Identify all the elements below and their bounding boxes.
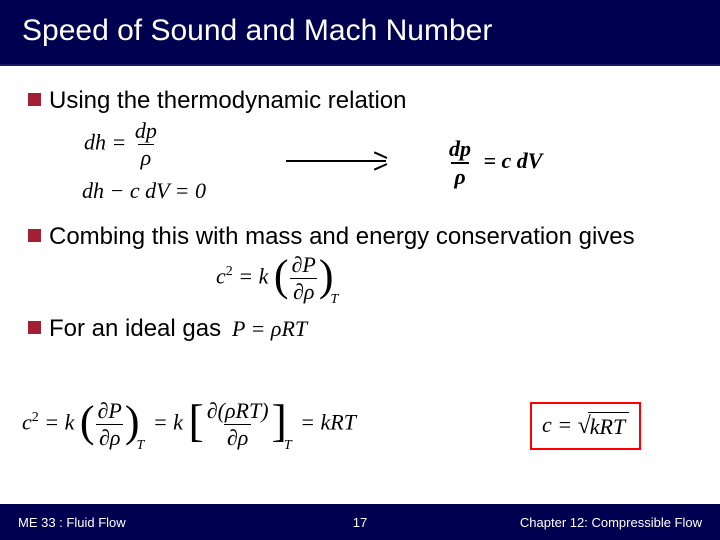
bullet-2: Combing this with mass and energy conser…: [28, 222, 692, 252]
eq-sub: T: [137, 438, 145, 453]
bullet-square-icon: [28, 229, 41, 242]
bullet-2-text: Combing this with mass and energy conser…: [49, 222, 635, 252]
bullet-1: Using the thermodynamic relation: [28, 86, 692, 116]
eq-dprho-cdv: dp ρ = c dV: [446, 138, 542, 188]
eq-text: = kRT: [300, 410, 356, 435]
title-bar: Speed of Sound and Mach Number: [0, 0, 720, 66]
eq-text: = k: [44, 410, 74, 435]
eq-num: dp: [446, 138, 474, 162]
bullet-3-text: For an ideal gas: [49, 314, 221, 344]
eq-text: c =: [542, 412, 572, 437]
eq-num: ∂(ρRT): [204, 400, 272, 424]
footer-bar: ME 33 : Fluid Flow 17 Chapter 12: Compre…: [0, 504, 720, 540]
eq-c-sqrt-kRT-boxed: c = √ kRT: [530, 402, 641, 450]
footer-right: Chapter 12: Compressible Flow: [520, 515, 702, 530]
footer-left: ME 33 : Fluid Flow: [18, 515, 126, 530]
eq-c2-expansion: c2 = k ( ∂P ∂ρ )T = k [ ∂(ρRT) ∂ρ ]T = k…: [22, 400, 356, 449]
bullet-square-icon: [28, 93, 41, 106]
highlight-box: c = √ kRT: [530, 402, 641, 450]
eq-text: = k: [153, 410, 183, 435]
eq-sub: T: [284, 438, 292, 453]
equation-area-4: c2 = k ( ∂P ∂ρ )T = k [ ∂(ρRT) ∂ρ ]T = k…: [22, 398, 692, 458]
bullet-square-icon: [28, 321, 41, 334]
eq-den: ∂ρ: [96, 424, 123, 449]
eq-ideal-gas: P = ρRT: [232, 316, 307, 342]
equation-area-3: P = ρRT: [28, 344, 692, 380]
slide-content: Using the thermodynamic relation dh = dp…: [0, 66, 720, 458]
footer-page-number: 17: [353, 515, 367, 530]
eq-text: c: [22, 410, 32, 435]
eq-text: = c dV: [484, 148, 543, 173]
eq-text: dh =: [84, 130, 126, 155]
eq-c2-k-partial: c2 = k ( ∂P ∂ρ )T: [216, 254, 341, 303]
eq-sub: T: [331, 292, 339, 307]
eq-text: c: [216, 264, 226, 289]
bullet-3: For an ideal gas: [28, 314, 692, 344]
slide-title: Speed of Sound and Mach Number: [22, 14, 698, 48]
eq-den: ρ: [451, 162, 468, 188]
eq-text: = k: [238, 264, 268, 289]
equation-area-2: c2 = k ( ∂P ∂ρ )T: [46, 252, 692, 310]
bullet-1-text: Using the thermodynamic relation: [49, 86, 407, 116]
eq-den: ρ: [138, 144, 155, 169]
eq-dh-dprho: dh = dp ρ: [84, 120, 160, 169]
equation-area-1: dh = dp ρ dh − c dV = 0 dp ρ = c dV: [46, 116, 692, 216]
eq-num: ∂P: [95, 400, 125, 424]
eq-num: ∂P: [289, 254, 319, 278]
eq-den: ∂ρ: [224, 424, 251, 449]
eq-dh-cdv: dh − c dV = 0: [82, 178, 206, 204]
arrow-icon: [286, 160, 386, 162]
eq-den: ∂ρ: [290, 278, 317, 303]
eq-text: kRT: [588, 412, 629, 440]
eq-num: dp: [132, 120, 160, 144]
